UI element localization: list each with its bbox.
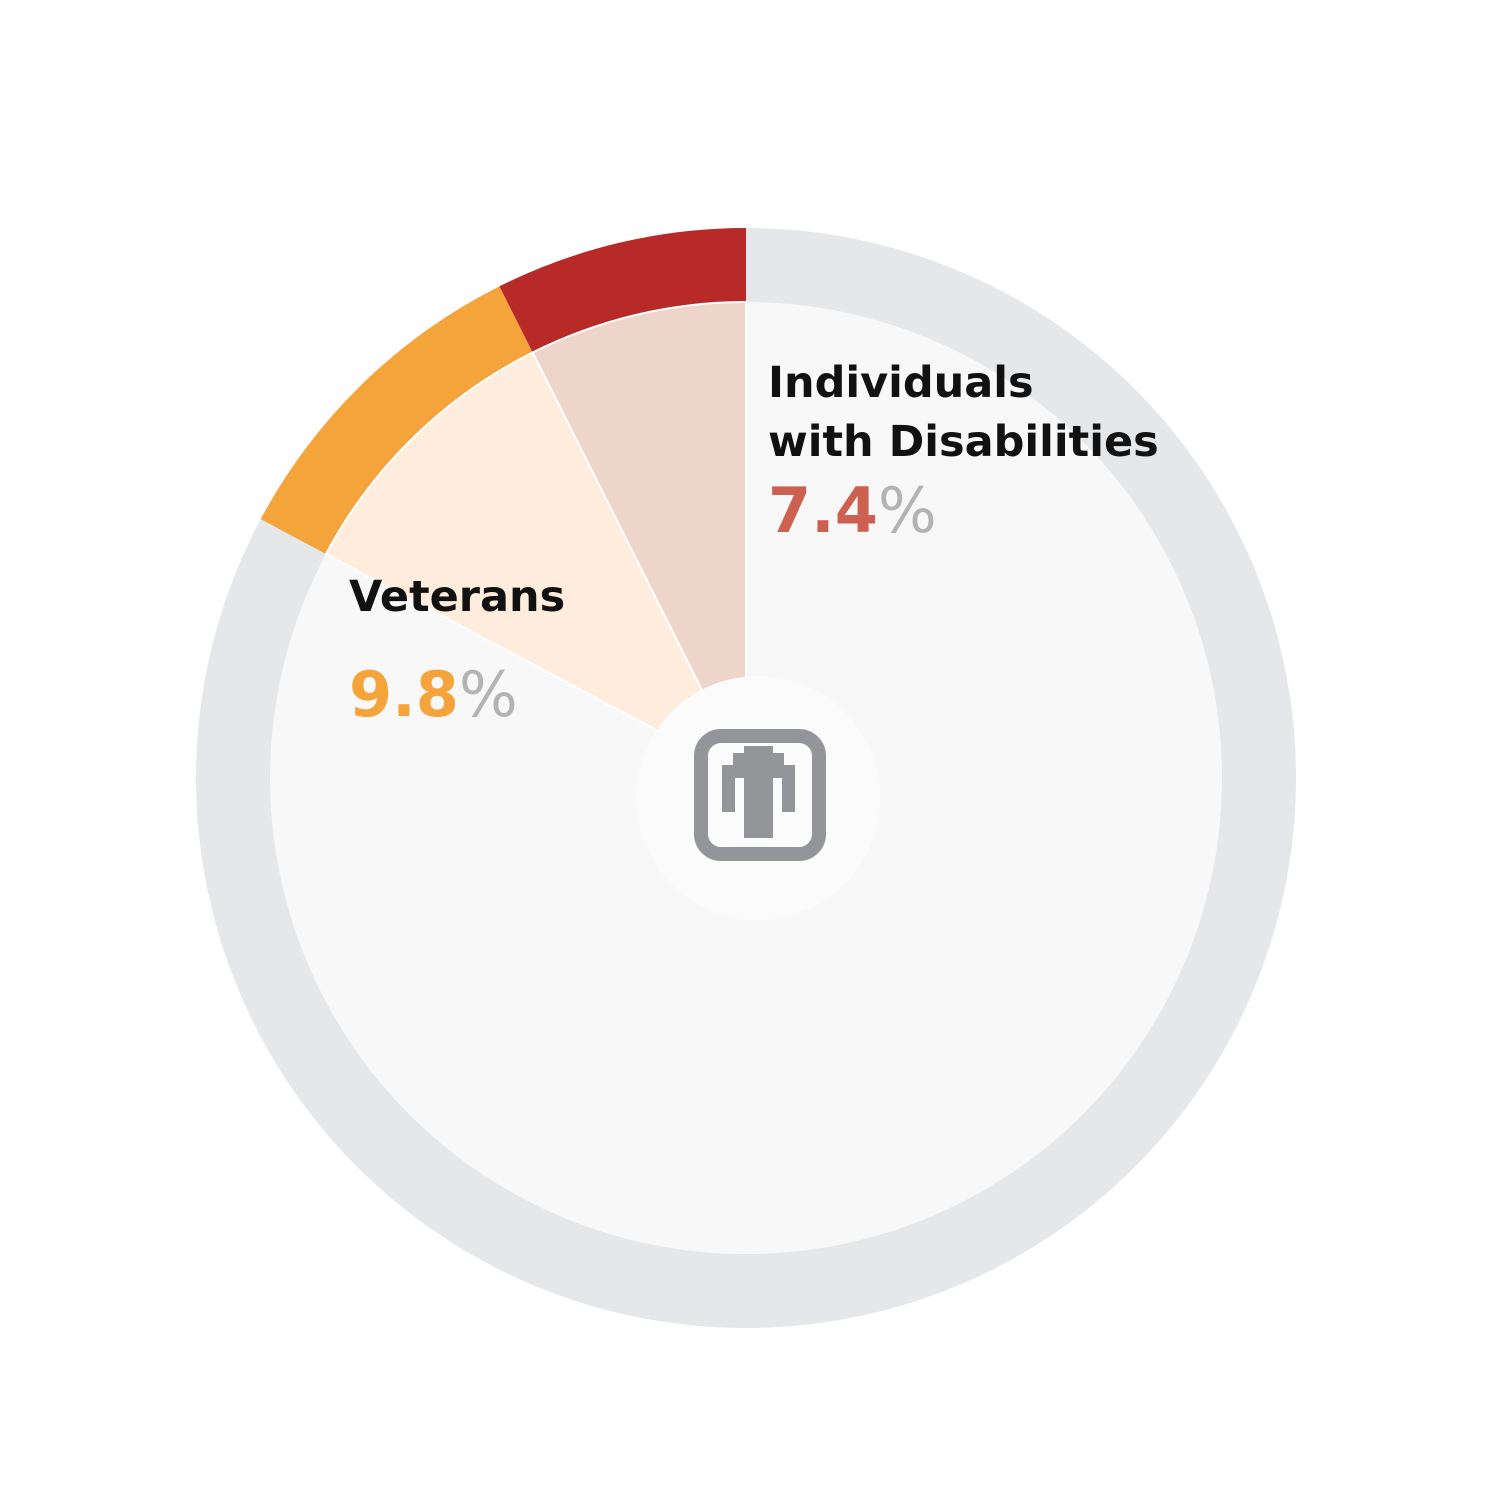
slice-label-veterans-line1: Veterans <box>349 572 566 622</box>
slice-value-disabilities-unit: % <box>877 474 937 547</box>
slice-wedge-veterans <box>324 351 749 781</box>
slice-label-disabilities-line2: with Disabilities <box>768 417 1159 467</box>
thunderbird-logo-icon <box>694 729 826 861</box>
slice-value-veterans-number: 9.8 <box>349 658 459 731</box>
slice-label-disabilities: Individuals with Disabilities <box>768 354 1159 472</box>
slice-value-disabilities: 7.4% <box>768 480 937 542</box>
slice-label-disabilities-line1: Individuals <box>768 358 1034 408</box>
slice-value-veterans-unit: % <box>458 658 518 731</box>
slice-value-disabilities-number: 7.4 <box>768 474 878 547</box>
slice-wedge-disabilities <box>531 300 747 779</box>
slice-value-veterans: 9.8% <box>349 664 518 726</box>
slice-ring-disabilities <box>499 228 746 353</box>
slice-ring-veterans <box>260 286 533 554</box>
slice-label-veterans: Veterans <box>349 568 565 627</box>
